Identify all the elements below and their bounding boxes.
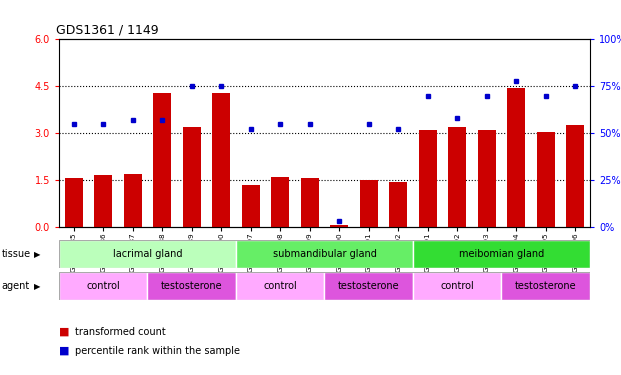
Text: tissue: tissue [2,249,31,259]
Text: meibomian gland: meibomian gland [459,249,544,259]
Bar [65,178,83,227]
Text: percentile rank within the sample: percentile rank within the sample [75,346,240,355]
Text: testosterone: testosterone [161,281,222,291]
Bar [507,88,525,227]
Bar [501,272,590,300]
Bar [360,180,378,227]
Bar [419,130,437,227]
Bar [330,225,348,227]
Text: agent: agent [2,281,30,291]
Bar [413,240,590,268]
Bar [236,272,324,300]
Text: control: control [263,281,297,291]
Bar [94,176,112,227]
Bar [478,130,496,227]
Text: testosterone: testosterone [515,281,576,291]
Bar [59,272,147,300]
Bar [413,272,501,300]
Text: ■: ■ [59,346,70,355]
Bar [389,182,407,227]
Text: control: control [440,281,474,291]
Bar [124,174,142,227]
Text: ■: ■ [59,327,70,337]
Bar [59,240,236,268]
Bar [271,177,289,227]
Bar [183,127,201,227]
Bar [324,272,413,300]
Text: ▶: ▶ [34,282,40,291]
Bar [153,93,171,227]
Bar [448,127,466,227]
Text: lacrimal gland: lacrimal gland [113,249,182,259]
Text: GDS1361 / 1149: GDS1361 / 1149 [57,24,159,37]
Text: ▶: ▶ [34,251,40,260]
Bar [301,178,319,227]
Text: testosterone: testosterone [338,281,399,291]
Text: submandibular gland: submandibular gland [273,249,376,259]
Bar [566,125,584,227]
Bar [537,132,555,227]
Text: transformed count: transformed count [75,327,165,337]
Bar [147,272,236,300]
Bar [212,93,230,227]
Text: control: control [86,281,120,291]
Bar [242,185,260,227]
Bar [236,240,413,268]
